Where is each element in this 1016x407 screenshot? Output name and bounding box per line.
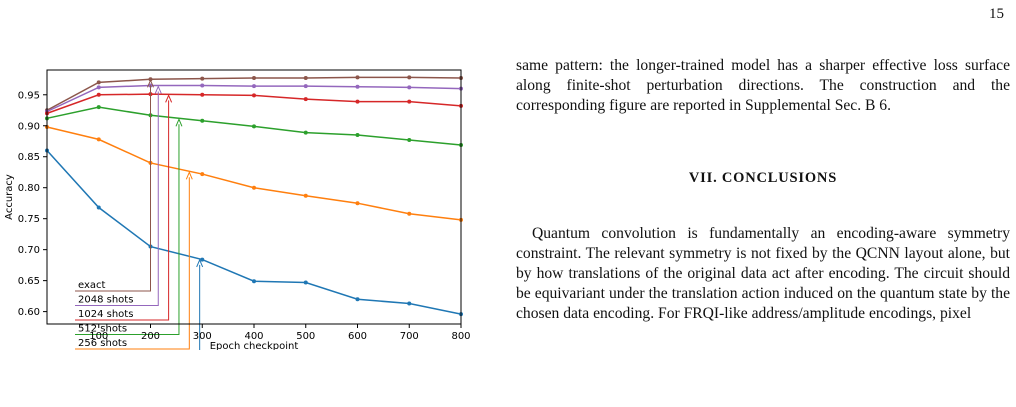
data-point: [252, 84, 256, 89]
y-axis-label: Accuracy: [4, 174, 15, 220]
x-tick-label: 200: [141, 331, 160, 342]
series-line: [46, 126, 462, 221]
series-1024-shots: [45, 92, 463, 116]
y-tick-label: 0.60: [18, 307, 40, 318]
data-point: [355, 75, 360, 80]
data-point: [407, 138, 412, 143]
x-tick-label: 400: [244, 331, 263, 342]
legend-arrowhead: [154, 85, 162, 94]
legend-arrowhead: [175, 118, 183, 127]
data-point: [303, 280, 308, 285]
section-heading: VII. CONCLUSIONS: [688, 170, 838, 186]
legend-leader-line: [75, 100, 170, 321]
data-point: [96, 80, 101, 85]
y-tick-label: 0.65: [18, 276, 40, 287]
data-point: [252, 279, 256, 284]
y-tick-label: 0.95: [18, 90, 40, 101]
x-tick-label: 600: [348, 331, 367, 342]
x-tick-label: 300: [193, 331, 212, 342]
data-point: [355, 297, 360, 302]
data-point: [355, 84, 360, 89]
y-tick-label: 0.90: [18, 121, 40, 132]
legend-arrowhead: [185, 171, 193, 180]
legend-arrowhead: [196, 258, 204, 268]
data-point: [200, 172, 205, 177]
y-tick-label: 0.80: [18, 183, 40, 194]
data-point: [407, 99, 412, 104]
data-point: [303, 130, 308, 135]
plot-layer: exact 2048 shots 1024 shots 512 shots 256 sh…: [45, 75, 463, 350]
data-point: [200, 257, 205, 262]
legend-leader-line: [199, 264, 201, 350]
y-tick-label: 0.75: [18, 214, 40, 225]
x-axis-ticks: 100 200 300 400 500 600 700 800: [89, 324, 471, 342]
data-point: [407, 301, 412, 306]
paragraph-conclusions: Quantum convolution is fundamentally an …: [516, 225, 1010, 322]
data-point: [96, 137, 101, 142]
page-number: 15: [989, 6, 1004, 22]
series-512-shots: [45, 105, 463, 147]
data-point: [200, 83, 205, 88]
x-tick-label: 700: [400, 331, 419, 342]
series-line: [46, 84, 462, 113]
data-point: [96, 205, 101, 210]
data-point: [303, 97, 308, 102]
data-point: [252, 76, 256, 81]
data-point: [407, 85, 412, 90]
data-point: [355, 99, 360, 104]
data-point: [96, 92, 101, 97]
series-exact: [45, 75, 463, 113]
data-point: [200, 76, 205, 81]
text-column: same pattern: the longer-trained model h…: [516, 56, 1010, 324]
data-point: [200, 118, 205, 123]
series-256-shots: [45, 124, 463, 222]
data-point: [303, 76, 308, 81]
x-tick-label: 800: [451, 331, 470, 342]
data-point: [252, 185, 256, 190]
legend: exact 2048 shots 1024 shots 512 shots 256 sh…: [75, 79, 204, 350]
data-point: [355, 201, 360, 206]
data-point: [355, 133, 360, 138]
legend-label: 256 shots: [78, 338, 127, 349]
x-axis-label: Epoch checkpoint: [210, 341, 299, 350]
legend-leader-line: [75, 124, 180, 335]
legend-arrowhead: [165, 94, 173, 103]
x-tick-label: 500: [296, 331, 315, 342]
legend-leader-line: [75, 85, 151, 292]
data-point: [252, 124, 256, 129]
legend-label: exact: [78, 280, 106, 291]
legend-leader-line: [75, 91, 159, 306]
legend-leader-line: [75, 177, 190, 350]
y-tick-label: 0.70: [18, 245, 40, 256]
legend-arrowhead: [147, 79, 154, 88]
data-point: [96, 105, 101, 110]
legend-label: 1024 shots: [78, 309, 133, 320]
y-axis-ticks: 0.60 0.65 0.70 0.75 0.80 0.85 0.90 0.95: [18, 90, 47, 318]
accuracy-chart: exact 2048 shots 1024 shots 512 shots 256 sh…: [4, 69, 471, 350]
series-line: [46, 150, 462, 315]
data-point: [303, 84, 308, 89]
data-point: [303, 193, 308, 198]
legend-label: 2048 shots: [78, 295, 133, 306]
data-point: [96, 85, 101, 90]
y-tick-label: 0.85: [18, 152, 40, 163]
x-tick-label: 100: [89, 331, 108, 342]
paragraph-top: same pattern: the longer-trained model h…: [516, 57, 1010, 114]
data-point: [200, 92, 205, 97]
data-point: [407, 75, 412, 80]
legend-label: 512 shots: [78, 324, 127, 335]
data-point: [252, 93, 256, 98]
data-point: [407, 211, 412, 216]
